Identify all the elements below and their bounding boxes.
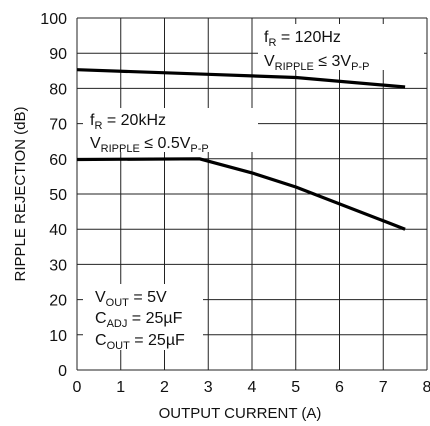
y-tick-label: 70 <box>49 117 67 134</box>
y-tick-label: 40 <box>49 222 67 239</box>
y-axis-title: RIPPLE REJECTION (dB) <box>12 106 29 281</box>
x-tick-label: 7 <box>379 379 388 396</box>
data-layer <box>76 68 406 231</box>
x-tick-label: 5 <box>291 379 300 396</box>
ann-20khz-line: fR = 20kHz <box>90 112 166 132</box>
x-tick-label: 3 <box>204 379 213 396</box>
ann-conditions-box <box>83 284 203 350</box>
ann-120hz-box <box>258 24 424 70</box>
x-axis-title: OUTPUT CURRENT (A) <box>159 405 322 422</box>
y-tick-label: 60 <box>49 152 67 169</box>
y-tick-label: 10 <box>49 328 67 345</box>
series-line-1 <box>76 68 406 89</box>
y-tick-label: 80 <box>49 81 67 98</box>
y-tick-label: 30 <box>49 257 67 274</box>
y-tick-label: 20 <box>49 293 67 310</box>
y-tick-label: 90 <box>49 46 67 63</box>
y-tick-label: 100 <box>40 11 67 28</box>
x-tick-label: 1 <box>116 379 125 396</box>
x-tick-label: 0 <box>73 379 82 396</box>
y-tick-label: 0 <box>58 363 67 380</box>
ann-conditions-line: CADJ = 25µF <box>95 310 183 330</box>
ann-20khz-box <box>83 108 258 152</box>
ann-120hz-line: fR = 120Hz <box>264 29 341 49</box>
ann-120hz-line: VRIPPLE ≤ 3VP-P <box>264 53 369 73</box>
x-tick-label: 6 <box>335 379 344 396</box>
series-line-2 <box>76 157 406 231</box>
y-tick-label: 50 <box>49 187 67 204</box>
annotations: fR = 120Hz VRIPPLE ≤ 3VP-P fR = 20kHz VRIPP… <box>83 24 424 352</box>
ann-conditions-line: COUT = 25µF <box>95 332 185 352</box>
x-tick-label: 2 <box>160 379 169 396</box>
ann-conditions-line: VOUT = 5V <box>95 289 167 309</box>
ann-20khz-line: VRIPPLE ≤ 0.5VP-P <box>90 135 209 155</box>
x-tick-label: 4 <box>248 379 257 396</box>
x-tick-label: 8 <box>423 379 430 396</box>
